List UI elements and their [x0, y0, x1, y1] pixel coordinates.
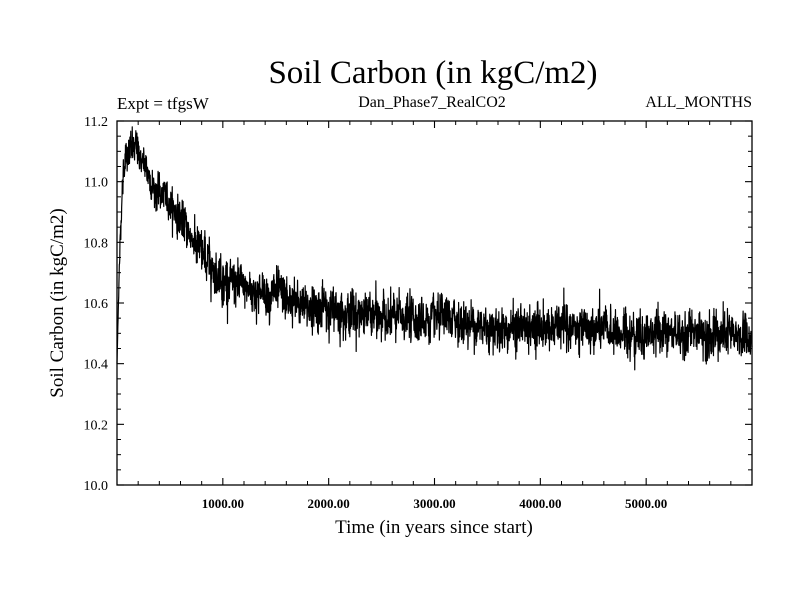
x-tick-label: 3000.00: [413, 496, 455, 511]
chart-title: Soil Carbon (in kgC/m2): [268, 55, 597, 91]
ticks-layer: 1000.00 2000.00 3000.00 4000.00 5000.00 10.0 1…: [84, 115, 752, 511]
x-tick-label: 1000.00: [202, 496, 244, 511]
y-tick-label: 10.6: [84, 297, 109, 312]
y-tick-label: 10.0: [84, 479, 109, 494]
y-tick-label: 10.2: [84, 418, 109, 433]
experiment-label: Expt = tfgsW: [117, 94, 210, 113]
y-axis-label: Soil Carbon (in kgC/m2): [47, 208, 68, 397]
y-tick-label: 11.0: [84, 176, 108, 191]
x-tick-label: 5000.00: [625, 496, 667, 511]
run-label: Dan_Phase7_RealCO2: [358, 94, 506, 111]
x-tick-label: 2000.00: [308, 496, 350, 511]
plot-frame: [116, 120, 753, 486]
y-tick-label: 10.8: [84, 236, 109, 251]
series-line: [116, 126, 753, 371]
x-tick-label: 4000.00: [519, 496, 561, 511]
y-tick-label: 10.4: [84, 358, 109, 373]
x-axis-label: Time (in years since start): [335, 517, 533, 538]
y-tick-label: 11.2: [84, 115, 108, 130]
series-layer: [116, 126, 753, 371]
period-label: ALL_MONTHS: [645, 94, 752, 111]
